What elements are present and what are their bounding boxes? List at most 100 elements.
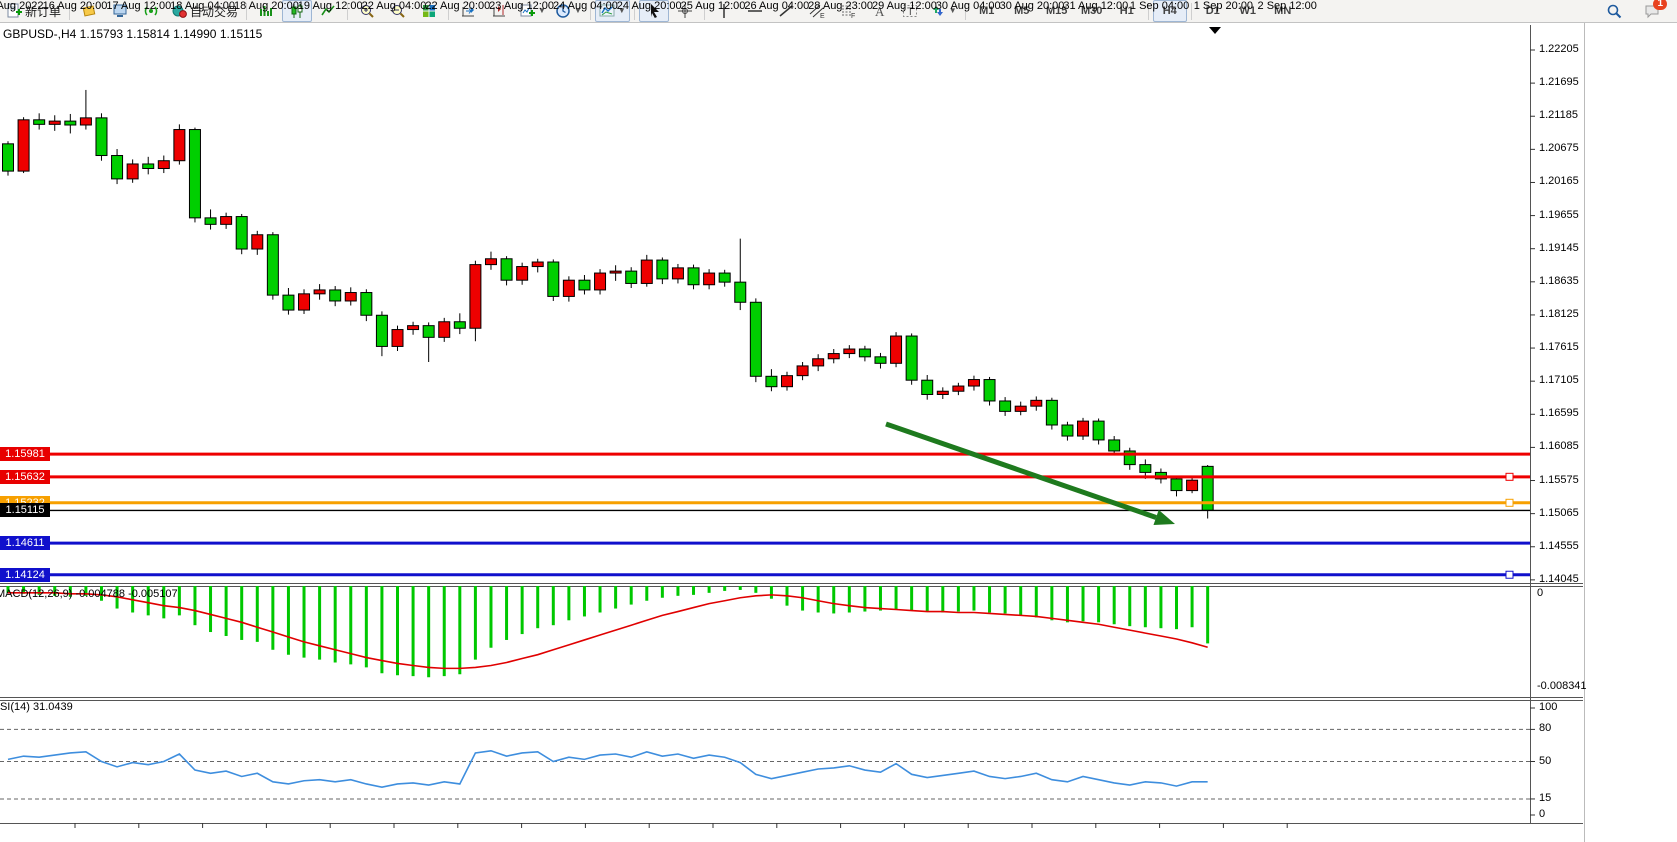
- svg-text:F: F: [851, 13, 855, 19]
- bar-chart-icon: [258, 3, 274, 19]
- svg-text:E: E: [820, 13, 825, 19]
- search-button[interactable]: [1599, 0, 1629, 22]
- signals-button[interactable]: [136, 0, 166, 22]
- timeframe-w1-button[interactable]: W1: [1231, 0, 1265, 22]
- chart-shift-icon: [491, 3, 507, 19]
- separator: [448, 2, 450, 20]
- text-tool-button[interactable]: A: [864, 0, 894, 22]
- auto-scroll-button[interactable]: [453, 0, 483, 22]
- indicators-button[interactable]: ▼: [594, 0, 630, 22]
- arrows-tool-button[interactable]: ▼: [926, 0, 961, 22]
- horizontal-line-icon: [747, 3, 763, 19]
- trendline-tool-button[interactable]: [771, 0, 801, 22]
- zoom-out-button[interactable]: [383, 0, 413, 22]
- candle-body: [1014, 405, 1027, 412]
- candle-body: [594, 272, 607, 291]
- candle-body: [422, 325, 435, 338]
- line-chart-mode-button[interactable]: [313, 0, 343, 22]
- market-watch-button[interactable]: [105, 0, 135, 22]
- chart-shift-button[interactable]: [484, 0, 514, 22]
- candle-body: [905, 335, 918, 381]
- timeframe-label: D1: [1205, 5, 1220, 17]
- right-empty-strip: [1584, 23, 1677, 842]
- trend-arrow-line[interactable]: [885, 421, 1157, 520]
- candle-body: [1061, 424, 1074, 437]
- history-center-button[interactable]: [74, 0, 104, 22]
- candle-body: [329, 289, 342, 302]
- separator: [1190, 2, 1192, 20]
- rsi-line: [7, 749, 1208, 788]
- channel-tool-button[interactable]: E: [802, 0, 832, 22]
- new-chart-button[interactable]: ▼: [515, 0, 550, 22]
- candle-body: [33, 119, 46, 125]
- timeframe-label: MN: [1274, 5, 1292, 17]
- crosshair-tool-button[interactable]: [670, 0, 700, 22]
- line-chart-icon: [320, 3, 336, 19]
- horizontal-line-tool-button[interactable]: [740, 0, 770, 22]
- cursor-icon: [646, 3, 662, 19]
- candle-body: [1186, 479, 1199, 492]
- timeframe-d1-button[interactable]: D1: [1196, 0, 1230, 22]
- candle-body: [344, 292, 357, 302]
- dropdown-caret-icon: ▼: [948, 6, 957, 15]
- candle-body: [749, 301, 762, 377]
- bar-chart-mode-button[interactable]: [251, 0, 281, 22]
- timeframe-m5-button[interactable]: M5: [1005, 0, 1039, 22]
- timeframe-m30-button[interactable]: M30: [1075, 0, 1109, 22]
- candle-body: [547, 261, 560, 297]
- new-order-button[interactable]: 新订单: [2, 0, 65, 22]
- search-icon: [1606, 3, 1622, 19]
- text-label-tool-button[interactable]: T: [895, 0, 925, 22]
- candle-body: [1108, 439, 1121, 452]
- candle-body: [48, 120, 61, 125]
- line-selection-marker[interactable]: [1505, 498, 1514, 507]
- timeframe-label: M15: [1046, 5, 1068, 17]
- candle-body: [469, 264, 482, 329]
- timeframe-h1-button[interactable]: H1: [1110, 0, 1144, 22]
- clock-icon: [555, 3, 571, 19]
- zoom-out-icon: [390, 3, 406, 19]
- cursor-tool-button[interactable]: [638, 0, 669, 22]
- tile-windows-button[interactable]: [414, 0, 444, 22]
- timeframe-m1-button[interactable]: M1: [970, 0, 1004, 22]
- candle-body: [874, 356, 887, 364]
- candle-body: [516, 266, 529, 281]
- candle-body: [1170, 478, 1183, 492]
- tile-windows-icon: [421, 3, 437, 19]
- separator: [703, 2, 705, 20]
- candle-body: [266, 234, 279, 296]
- candle-body: [936, 390, 949, 395]
- auto-trading-button[interactable]: 自动交易: [167, 0, 242, 22]
- auto-trading-icon: [171, 3, 187, 19]
- candle-body: [142, 163, 155, 170]
- candle-body: [188, 129, 201, 219]
- fibonacci-tool-button[interactable]: F: [833, 0, 863, 22]
- separator: [246, 2, 248, 20]
- timeframe-mn-button[interactable]: MN: [1266, 0, 1300, 22]
- candle-body: [126, 163, 139, 180]
- candle-body: [625, 270, 638, 284]
- candlestick-mode-button[interactable]: [282, 0, 313, 22]
- line-selection-marker[interactable]: [1505, 570, 1514, 579]
- timeframe-label: H4: [1162, 5, 1177, 17]
- auto-scroll-icon: [460, 3, 476, 19]
- zoom-in-button[interactable]: [352, 0, 382, 22]
- separator: [589, 2, 591, 20]
- chart-shift-marker[interactable]: [1209, 27, 1221, 34]
- profiles-button[interactable]: ▼: [551, 0, 586, 22]
- candle-body: [687, 267, 700, 286]
- line-selection-marker[interactable]: [1505, 472, 1514, 481]
- candle-body: [1045, 399, 1058, 426]
- notifications-button[interactable]: 1: [1637, 0, 1667, 22]
- arrows-icon: [930, 3, 946, 19]
- candle-body: [407, 325, 420, 331]
- candle-body: [640, 259, 653, 284]
- trend-arrow-head[interactable]: [1153, 509, 1175, 526]
- timeframe-h4-button[interactable]: H4: [1152, 0, 1187, 22]
- candle-body: [967, 379, 980, 387]
- timeframe-m15-button[interactable]: M15: [1040, 0, 1074, 22]
- new-order-icon: [6, 3, 22, 19]
- vertical-line-tool-button[interactable]: [709, 0, 739, 22]
